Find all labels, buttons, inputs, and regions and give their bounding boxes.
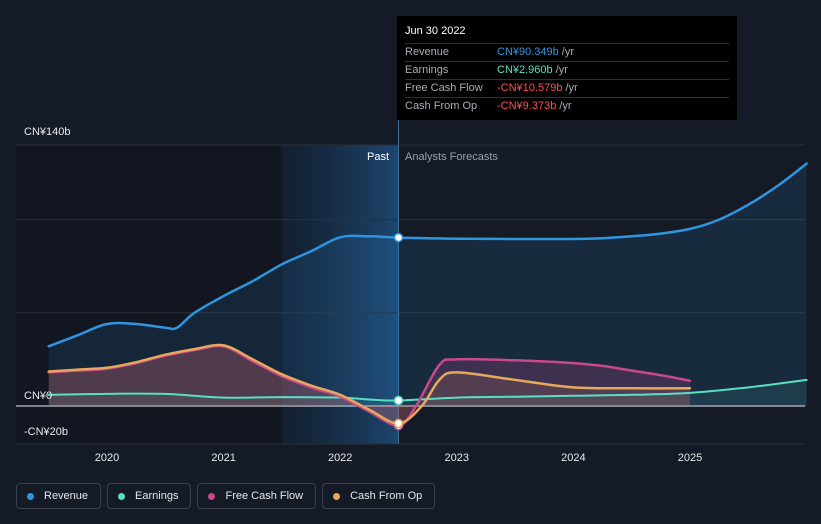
- legend-item-earnings[interactable]: Earnings: [107, 483, 192, 509]
- x-tick-label: 2023: [444, 452, 470, 464]
- legend: Revenue Earnings Free Cash Flow Cash Fro…: [16, 483, 436, 509]
- y-label-top: CN¥140b: [24, 126, 71, 138]
- area-cash-from-op: [48, 344, 690, 424]
- legend-dot-icon: [27, 492, 34, 500]
- x-tick-label: 2024: [561, 452, 586, 464]
- tooltip-value: -CN¥10.579b: [497, 82, 563, 94]
- y-label-zero: CN¥0: [24, 390, 53, 402]
- legend-label: Earnings: [135, 490, 179, 502]
- marker-earnings: [393, 395, 404, 406]
- x-tick-label: 2025: [677, 452, 703, 464]
- x-tick-label: 2020: [94, 452, 120, 464]
- legend-label: Cash From Op: [350, 490, 423, 502]
- legend-dot-icon: [208, 492, 216, 500]
- x-tick-label: 2021: [211, 452, 236, 464]
- legend-item-cash-from-op[interactable]: Cash From Op: [322, 483, 436, 509]
- line-cash-from-op: [47, 343, 692, 425]
- tooltip-row-free-cash-flow: Free Cash Flow -CN¥10.579b /yr: [405, 79, 729, 97]
- tooltip-value: CN¥2.960b: [497, 64, 553, 76]
- tooltip-label: Free Cash Flow: [405, 82, 483, 94]
- tooltip-label: Revenue: [405, 46, 450, 58]
- y-label-bottom: -CN¥20b: [24, 426, 69, 438]
- tooltip-row-cash-from-op: Cash From Op -CN¥9.373b /yr: [405, 97, 729, 115]
- legend-dot-icon: [118, 492, 126, 500]
- tooltip-date: Jun 30 2022: [405, 25, 466, 37]
- legend-label: Free Cash Flow: [225, 490, 304, 502]
- area-earnings: [48, 379, 807, 406]
- tooltip-label: Earnings: [405, 64, 449, 76]
- tooltip-row-revenue: Revenue CN¥90.349b /yr: [405, 43, 729, 61]
- tooltip-unit: /yr: [559, 100, 572, 112]
- legend-item-free-cash-flow[interactable]: Free Cash Flow: [197, 483, 317, 509]
- area-revenue: [48, 163, 807, 406]
- legend-item-revenue[interactable]: Revenue: [16, 483, 102, 509]
- marker-revenue: [393, 232, 404, 243]
- region-past-label: Past: [366, 151, 389, 163]
- area-free-cash-flow: [48, 345, 690, 426]
- tooltip-label: Cash From Op: [405, 100, 478, 112]
- tooltip-unit: /yr: [565, 82, 578, 94]
- tooltip: Jun 30 2022 Revenue CN¥90.349b /yr Earni…: [397, 16, 737, 120]
- tooltip-unit: /yr: [555, 64, 568, 76]
- marker-cash-from-op: [393, 418, 404, 429]
- x-tick-label: 2022: [327, 452, 353, 464]
- legend-label: Revenue: [44, 490, 89, 502]
- region-forecast-label: Analysts Forecasts: [405, 151, 498, 163]
- legend-dot-icon: [333, 492, 341, 500]
- tooltip-row-earnings: Earnings CN¥2.960b /yr: [405, 61, 729, 79]
- tooltip-value: CN¥90.349b: [497, 46, 559, 58]
- tooltip-value: -CN¥9.373b: [497, 100, 557, 112]
- tooltip-unit: /yr: [561, 46, 575, 58]
- line-revenue: [47, 162, 808, 348]
